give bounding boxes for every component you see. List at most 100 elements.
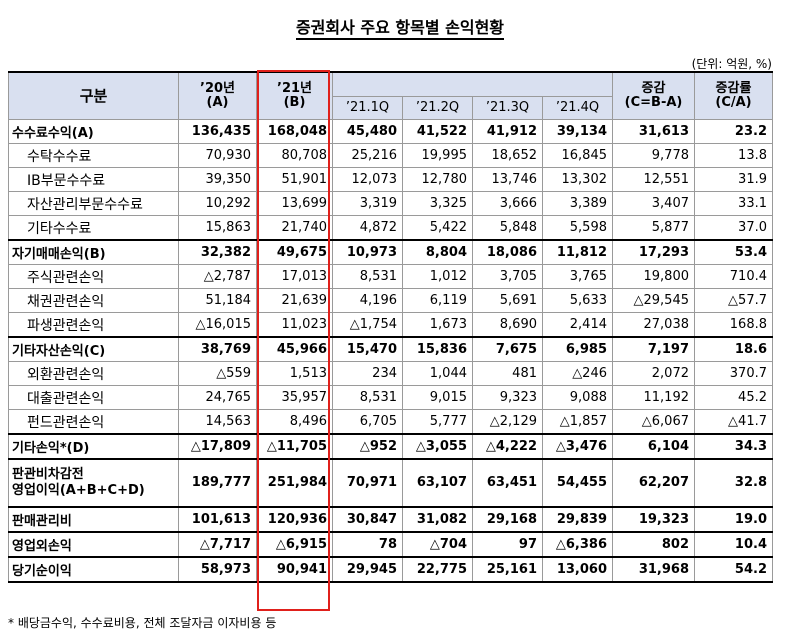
cell-q1: 30,847 (332, 506, 403, 533)
cell-q1: 234 (332, 361, 403, 386)
header-q3: ’21.3Q (472, 96, 543, 120)
row-label: 수수료수익(A) (8, 119, 179, 144)
cell-y20: 51,184 (178, 288, 257, 313)
cell-diff: 27,038 (612, 312, 695, 338)
cell-y20: △7,717 (178, 531, 257, 558)
cell-y21: 168,048 (256, 119, 333, 144)
cell-y21: 13,699 (256, 191, 333, 216)
cell-q2: 5,422 (402, 215, 473, 241)
cell-diff: △6,067 (612, 409, 695, 435)
table-row: 판매관리비 101,613 120,936 30,847 31,082 29,168 29,… (8, 506, 773, 533)
cell-diff: 62,207 (612, 458, 695, 508)
cell-q4: △1,857 (542, 409, 613, 435)
cell-diff: 7,197 (612, 336, 695, 362)
cell-q3: 5,848 (472, 215, 543, 241)
cell-y20: 15,863 (178, 215, 257, 241)
row-label: 자기매매손익(B) (8, 239, 179, 265)
cell-q2: 22,775 (402, 556, 473, 583)
cell-diff: 6,104 (612, 433, 695, 460)
cell-q2: 41,522 (402, 119, 473, 144)
row-label: 기타수수료 (8, 215, 179, 241)
cell-rate: △57.7 (694, 288, 773, 313)
cell-diff: 9,778 (612, 143, 695, 168)
cell-q1: △1,754 (332, 312, 403, 338)
cell-q2: 15,836 (402, 336, 473, 362)
header-2021: ’21년 (B) (256, 71, 333, 120)
cell-rate: 54.2 (694, 556, 773, 583)
cell-q4: 13,302 (542, 167, 613, 192)
row-label: 판매관리비 (8, 506, 179, 533)
cell-y20: △559 (178, 361, 257, 386)
cell-q3: 5,691 (472, 288, 543, 313)
cell-rate: 45.2 (694, 385, 773, 410)
cell-q2: 63,107 (402, 458, 473, 508)
cell-q3: 18,652 (472, 143, 543, 168)
row-label: IB부문수수료 (8, 167, 179, 192)
cell-q3: 3,666 (472, 191, 543, 216)
cell-rate: △41.7 (694, 409, 773, 435)
table-row: 기타손익*(D) △17,809 △11,705 △952 △3,055 △4,222 △3… (8, 433, 773, 460)
cell-rate: 18.6 (694, 336, 773, 362)
cell-q4: 11,812 (542, 239, 613, 265)
table-row: 파생관련손익 △16,015 11,023 △1,754 1,673 8,690 2,414… (8, 312, 773, 338)
cell-y21: 49,675 (256, 239, 333, 265)
cell-q3: 97 (472, 531, 543, 558)
cell-rate: 370.7 (694, 361, 773, 386)
cell-rate: 710.4 (694, 264, 773, 289)
row-label: 채권관련손익 (8, 288, 179, 313)
cell-q1: 6,705 (332, 409, 403, 435)
cell-y20: 189,777 (178, 458, 257, 508)
cell-diff: 12,551 (612, 167, 695, 192)
cell-q4: 16,845 (542, 143, 613, 168)
row-label: 판관비차감전 영업이익(A+B+C+D) (8, 458, 179, 508)
table-row: 자기매매손익(B) 32,382 49,675 10,973 8,804 18,086 11… (8, 239, 773, 265)
cell-q2: 8,804 (402, 239, 473, 265)
cell-q3: 481 (472, 361, 543, 386)
cell-y20: △2,787 (178, 264, 257, 289)
table-row: 영업외손익 △7,717 △6,915 78 △704 97 △6,386 802 10.4 (8, 531, 773, 558)
table-row: 수탁수수료 70,930 80,708 25,216 19,995 18,652 16,84… (8, 143, 773, 168)
cell-y20: 70,930 (178, 143, 257, 168)
table-row: 주식관련손익 △2,787 17,013 8,531 1,012 3,705 3,765 19… (8, 264, 773, 289)
cell-q4: △3,476 (542, 433, 613, 460)
cell-y20: 136,435 (178, 119, 257, 144)
cell-q2: 19,995 (402, 143, 473, 168)
row-label: 기타손익*(D) (8, 433, 179, 460)
cell-q2: 1,044 (402, 361, 473, 386)
row-label: 대출관련손익 (8, 385, 179, 410)
row-label: 외환관련손익 (8, 361, 179, 386)
cell-q4: 5,598 (542, 215, 613, 241)
cell-q2: 6,119 (402, 288, 473, 313)
cell-q2: 31,082 (402, 506, 473, 533)
cell-q2: △3,055 (402, 433, 473, 460)
cell-diff: 2,072 (612, 361, 695, 386)
table-row: 펀드관련손익 14,563 8,496 6,705 5,777 △2,129 △1,857 △… (8, 409, 773, 435)
cell-q2: 1,673 (402, 312, 473, 338)
cell-q1: △952 (332, 433, 403, 460)
cell-y21: 80,708 (256, 143, 333, 168)
cell-y21: 17,013 (256, 264, 333, 289)
header-category: 구분 (8, 71, 179, 120)
cell-rate: 23.2 (694, 119, 773, 144)
cell-q1: 45,480 (332, 119, 403, 144)
cell-y20: △17,809 (178, 433, 257, 460)
header-diff: 증감 (C=B-A) (612, 71, 695, 120)
cell-y20: 24,765 (178, 385, 257, 410)
row-label: 영업외손익 (8, 531, 179, 558)
cell-rate: 33.1 (694, 191, 773, 216)
header-q1: ’21.1Q (332, 96, 403, 120)
cell-rate: 19.0 (694, 506, 773, 533)
cell-q3: 3,705 (472, 264, 543, 289)
cell-y21: 35,957 (256, 385, 333, 410)
cell-rate: 13.8 (694, 143, 773, 168)
cell-q1: 25,216 (332, 143, 403, 168)
cell-y21: 251,984 (256, 458, 333, 508)
cell-rate: 31.9 (694, 167, 773, 192)
cell-q4: 6,985 (542, 336, 613, 362)
header-q2: ’21.2Q (402, 96, 473, 120)
row-label: 주식관련손익 (8, 264, 179, 289)
cell-q4: 3,389 (542, 191, 613, 216)
cell-q4: 29,839 (542, 506, 613, 533)
cell-q4: 9,088 (542, 385, 613, 410)
cell-q4: 2,414 (542, 312, 613, 338)
